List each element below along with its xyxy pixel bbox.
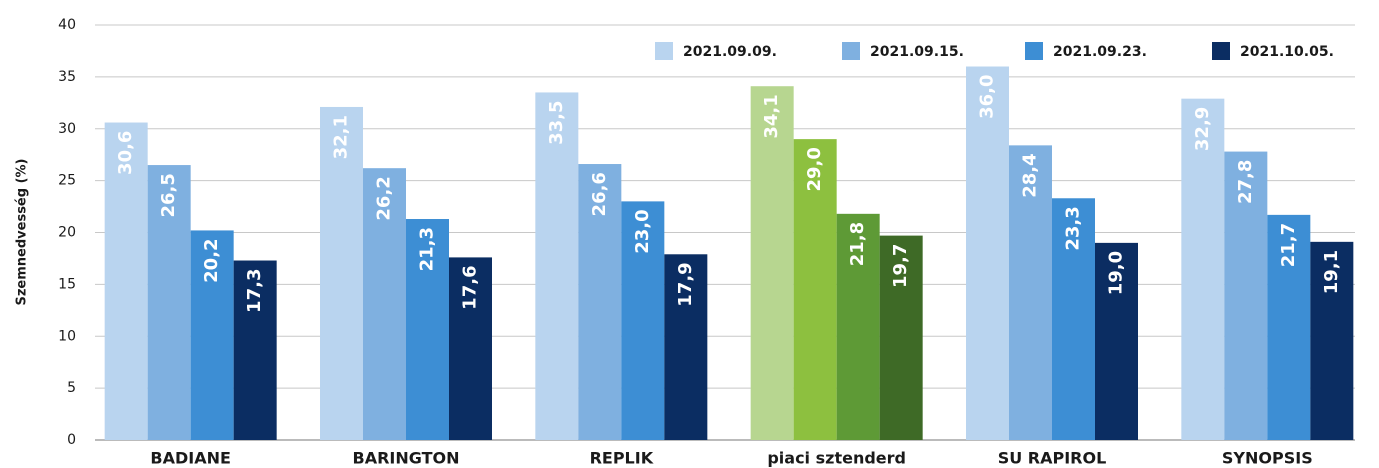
bar <box>1267 214 1311 440</box>
value-label: 26,2 <box>374 176 395 220</box>
value-label: 23,0 <box>632 209 653 253</box>
value-label: 21,8 <box>847 222 868 266</box>
bar <box>535 92 579 440</box>
bar <box>966 66 1009 440</box>
bar <box>750 86 794 441</box>
value-label: 30,6 <box>115 131 136 175</box>
bar <box>190 230 234 440</box>
legend-label: 2021.09.23. <box>1053 44 1147 60</box>
bar <box>449 257 492 440</box>
legend-swatch <box>1212 42 1230 60</box>
value-label: 34,1 <box>761 94 782 138</box>
value-label: 19,1 <box>1321 250 1342 294</box>
value-label: 27,8 <box>1235 160 1256 204</box>
value-label: 32,9 <box>1192 107 1213 151</box>
value-label: 32,1 <box>331 115 352 159</box>
bar <box>664 254 708 440</box>
value-label: 19,7 <box>890 244 911 288</box>
value-label: 20,2 <box>201 238 222 282</box>
value-label: 23,3 <box>1063 206 1084 250</box>
legend-label: 2021.09.09. <box>683 44 777 60</box>
y-axis-label: Szemnedvesség (%) <box>15 159 30 306</box>
bar <box>1052 198 1095 440</box>
y-tick-label: 20 <box>58 225 76 241</box>
bar <box>147 165 191 440</box>
x-tick-label: SYNOPSIS <box>1222 449 1313 468</box>
y-tick-label: 30 <box>58 121 76 137</box>
legend-swatch <box>1025 42 1043 60</box>
x-tick-label: BARINGTON <box>353 449 460 468</box>
value-label: 17,3 <box>244 269 265 313</box>
x-tick-label: SU RAPIROL <box>998 449 1107 468</box>
bar <box>1181 98 1225 440</box>
legend-swatch <box>842 42 860 60</box>
value-label: 17,9 <box>675 262 696 306</box>
y-tick-label: 5 <box>67 380 76 396</box>
bar <box>406 219 449 440</box>
bar <box>879 235 923 440</box>
value-label: 33,5 <box>546 100 567 144</box>
legend-swatch <box>655 42 673 60</box>
y-tick-label: 40 <box>58 17 76 33</box>
value-label: 36,0 <box>977 75 998 119</box>
x-tick-label: piaci sztenderd <box>767 449 906 468</box>
bar <box>578 164 622 440</box>
bar <box>793 139 837 440</box>
y-tick-label: 0 <box>67 432 76 448</box>
x-tick-label: BADIANE <box>150 449 231 468</box>
y-tick-label: 35 <box>58 69 76 85</box>
value-label: 29,0 <box>804 147 825 191</box>
value-label: 19,0 <box>1106 251 1127 295</box>
bar <box>320 106 363 441</box>
bar <box>1009 145 1052 440</box>
value-label: 28,4 <box>1020 153 1041 197</box>
value-label: 26,5 <box>158 173 179 217</box>
value-label: 21,3 <box>417 227 438 271</box>
bar <box>621 201 665 440</box>
bar <box>1224 151 1268 440</box>
legend-label: 2021.10.05. <box>1240 44 1334 60</box>
y-tick-label: 10 <box>58 328 76 344</box>
bar <box>104 122 148 441</box>
y-tick-label: 25 <box>58 173 76 189</box>
bar <box>233 260 277 440</box>
value-label: 21,7 <box>1278 223 1299 267</box>
value-label: 17,6 <box>460 265 481 309</box>
bar <box>1310 241 1354 440</box>
value-label: 26,6 <box>589 172 610 216</box>
bar <box>363 168 406 441</box>
x-tick-label: REPLIK <box>590 449 654 468</box>
bar <box>1095 242 1138 440</box>
y-tick-label: 15 <box>58 276 76 292</box>
legend-label: 2021.09.15. <box>870 44 964 60</box>
bar <box>836 213 880 440</box>
